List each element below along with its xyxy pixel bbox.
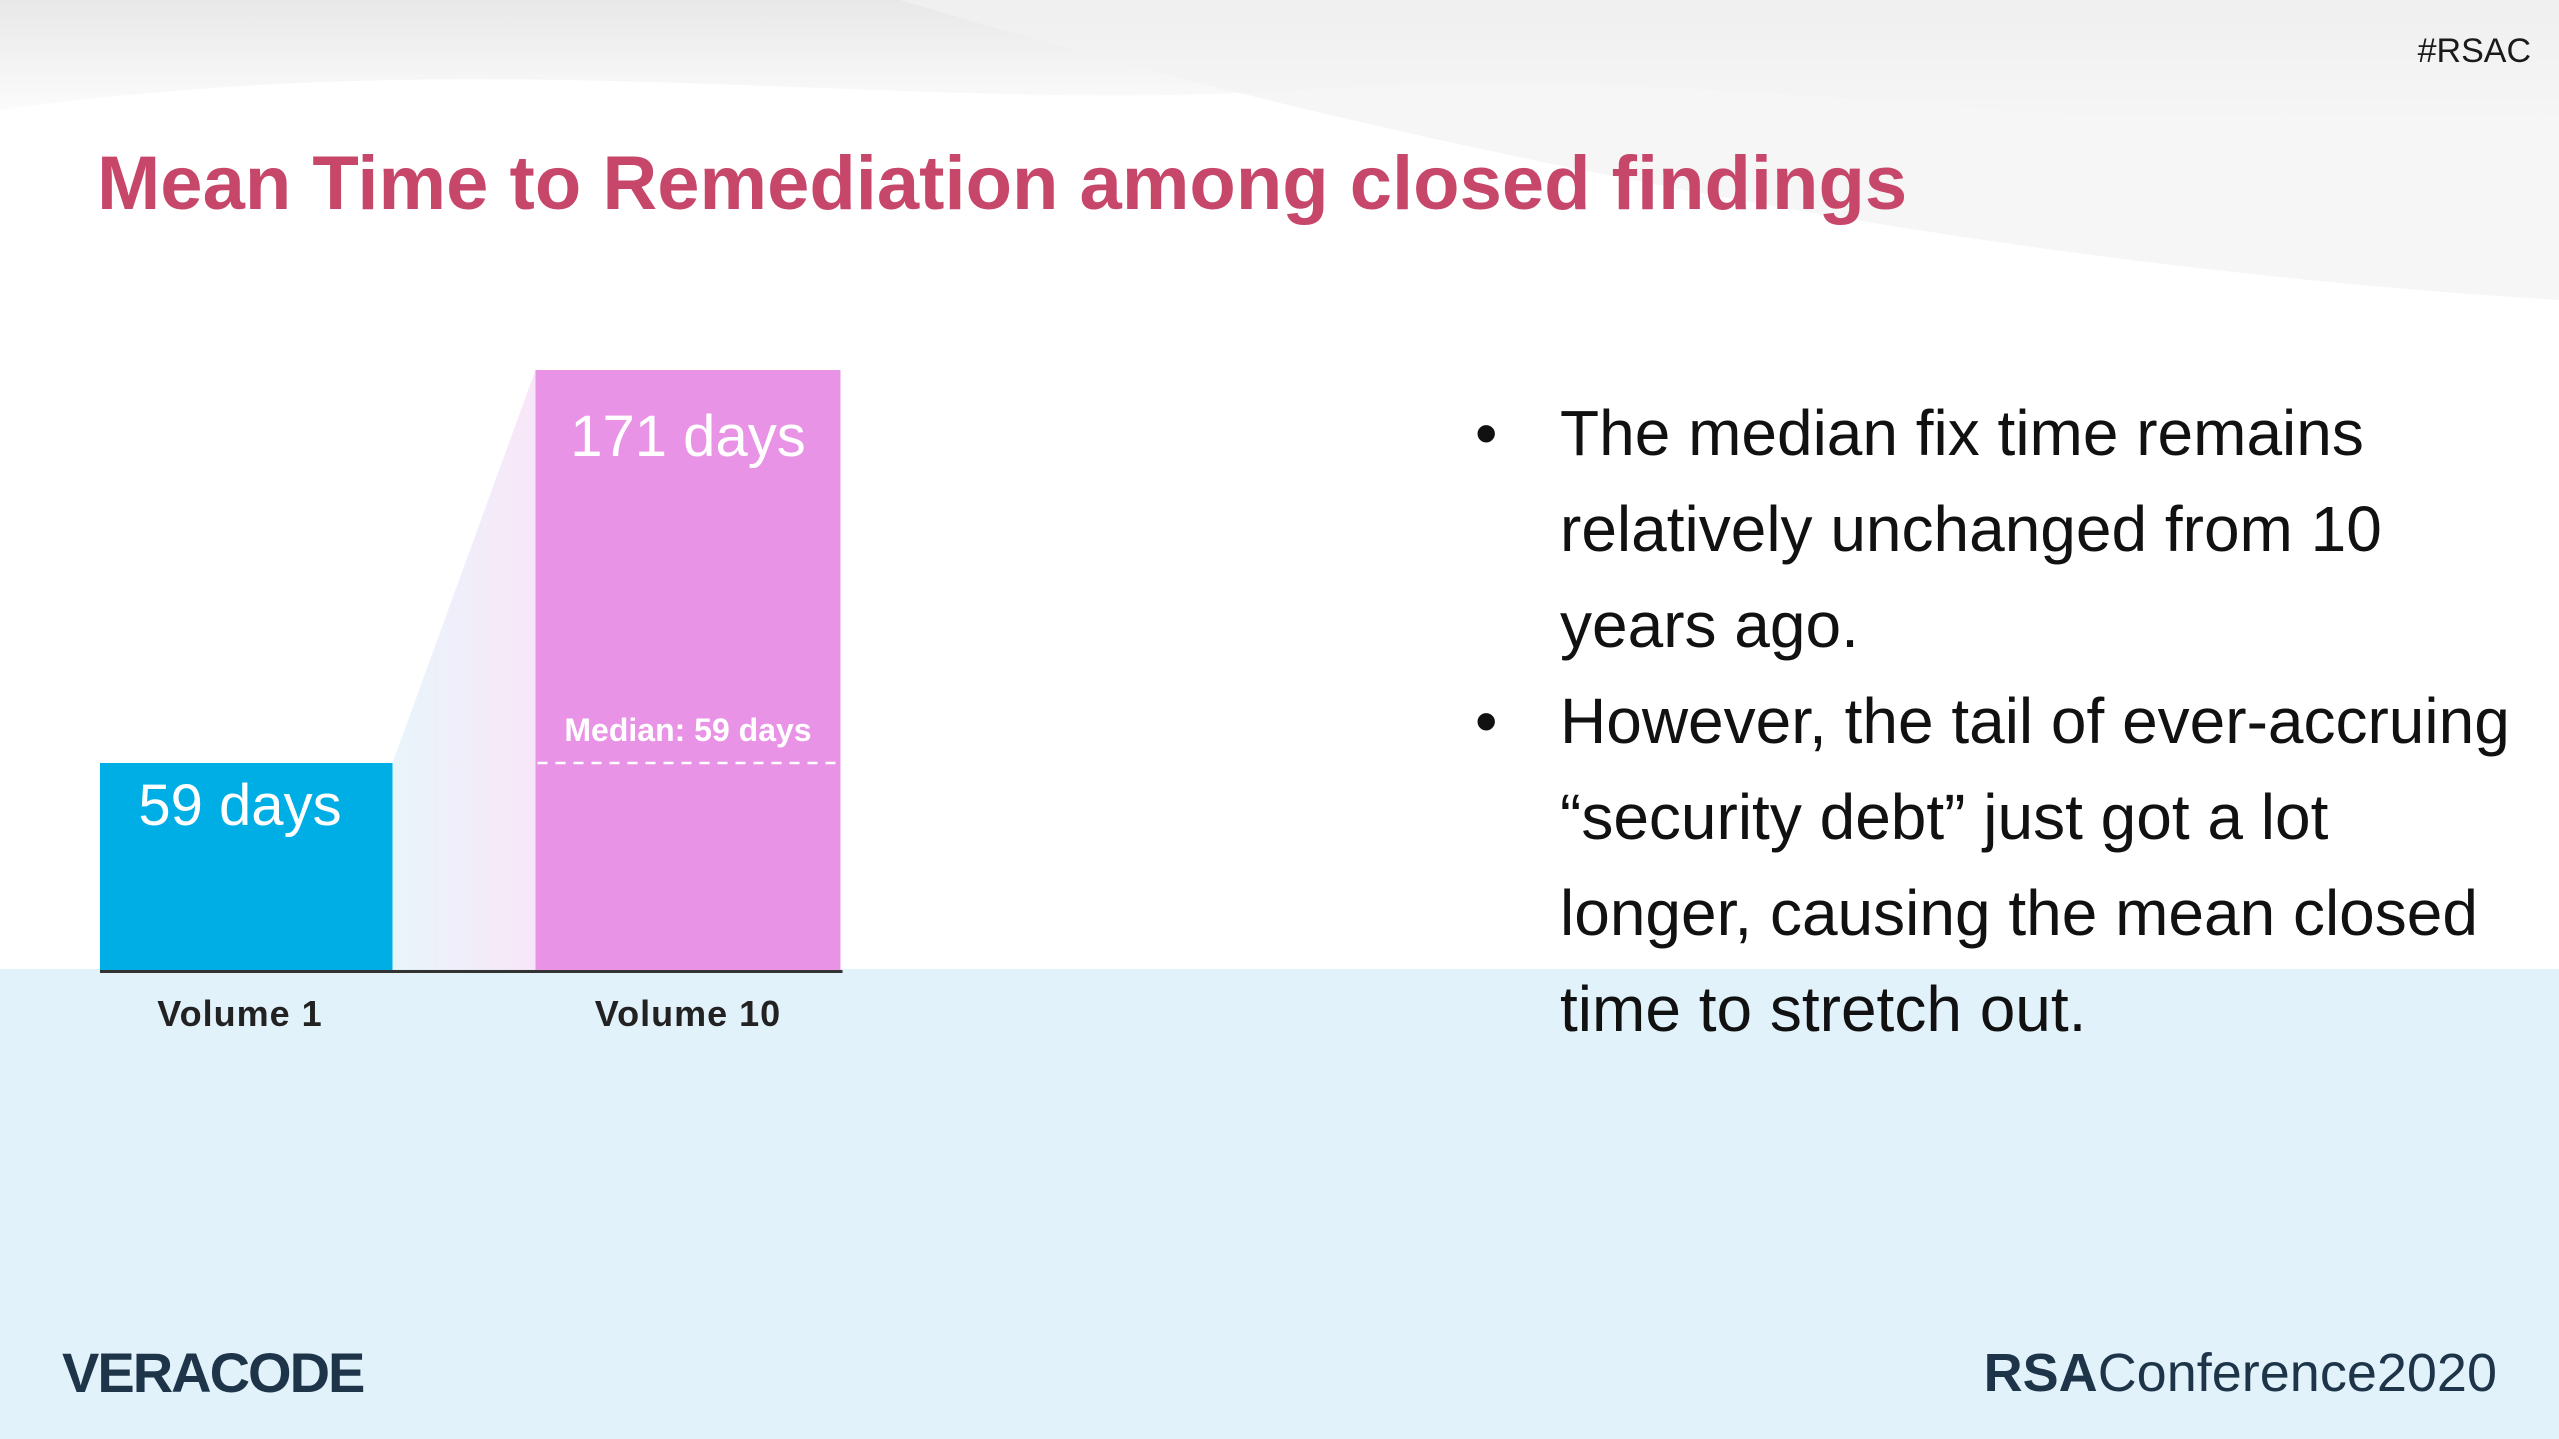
bar-volume-10 [535,370,841,970]
bullet-item: • The median fix time remains relatively… [1475,385,2535,673]
bullet-symbol: • [1475,685,1498,757]
rsa-conference-logo: RSAConference2020 [1984,1342,2497,1404]
median-annotation-label: Median: 59 days [564,712,811,748]
bar-volume-1 [100,762,393,970]
chart-svg: Median: 59 days 59 days 171 days Volume … [100,370,843,1034]
header-wave-decoration [0,0,2559,300]
bullet-symbol: • [1475,397,1498,469]
bullet-text: The median fix time remains relatively u… [1560,397,2382,661]
rsa-logo-prefix: RSA [1983,1343,2098,1403]
veracode-logo: VERACODE [62,1341,365,1404]
rsa-logo-suffix: Conference2020 [2097,1343,2497,1403]
bullet-text: However, the tail of ever-accruing “secu… [1560,685,2510,1045]
footer-band [0,969,2559,1439]
data-label-volume-10: 171 days [570,404,805,469]
x-tick-label-volume-10: Volume 10 [595,993,781,1034]
hashtag-label: #RSAC [2417,32,2531,70]
bullet-item: • However, the tail of ever-accruing “se… [1475,673,2535,1057]
bullet-list: • The median fix time remains relatively… [1475,385,2535,1057]
data-label-volume-1: 59 days [138,773,341,838]
bar-connector-shading [392,370,536,970]
slide-title: Mean Time to Remediation among closed fi… [97,141,1908,226]
mttr-bar-chart: Median: 59 days 59 days 171 days Volume … [100,370,1420,1050]
x-tick-label-volume-1: Volume 1 [157,993,322,1034]
